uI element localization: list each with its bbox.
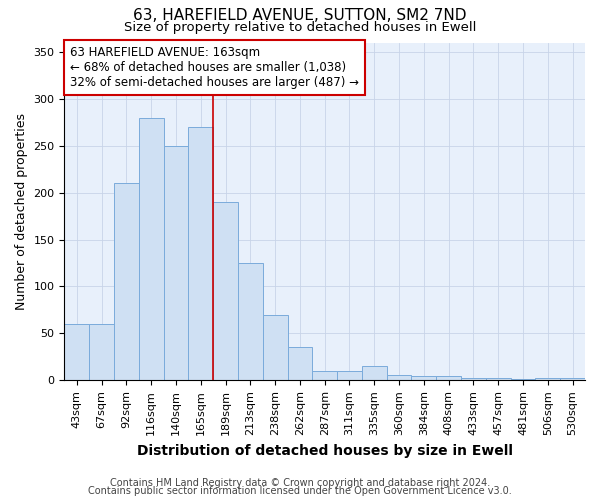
Bar: [535, 378, 560, 380]
Text: 63, HAREFIELD AVENUE, SUTTON, SM2 7ND: 63, HAREFIELD AVENUE, SUTTON, SM2 7ND: [133, 8, 467, 22]
Bar: [287, 348, 313, 380]
Bar: [188, 127, 213, 380]
Bar: [164, 146, 188, 380]
Text: Size of property relative to detached houses in Ewell: Size of property relative to detached ho…: [124, 21, 476, 34]
Bar: [114, 184, 139, 380]
Bar: [362, 366, 386, 380]
Bar: [89, 324, 114, 380]
Text: 63 HAREFIELD AVENUE: 163sqm
← 68% of detached houses are smaller (1,038)
32% of : 63 HAREFIELD AVENUE: 163sqm ← 68% of det…: [70, 46, 359, 89]
X-axis label: Distribution of detached houses by size in Ewell: Distribution of detached houses by size …: [137, 444, 513, 458]
Bar: [412, 376, 436, 380]
Bar: [486, 378, 511, 380]
Bar: [238, 263, 263, 380]
Bar: [560, 378, 585, 380]
Y-axis label: Number of detached properties: Number of detached properties: [15, 113, 28, 310]
Bar: [337, 371, 362, 380]
Bar: [313, 371, 337, 380]
Text: Contains public sector information licensed under the Open Government Licence v3: Contains public sector information licen…: [88, 486, 512, 496]
Bar: [436, 376, 461, 380]
Text: Contains HM Land Registry data © Crown copyright and database right 2024.: Contains HM Land Registry data © Crown c…: [110, 478, 490, 488]
Bar: [386, 374, 412, 380]
Bar: [64, 324, 89, 380]
Bar: [461, 378, 486, 380]
Bar: [139, 118, 164, 380]
Bar: [213, 202, 238, 380]
Bar: [263, 314, 287, 380]
